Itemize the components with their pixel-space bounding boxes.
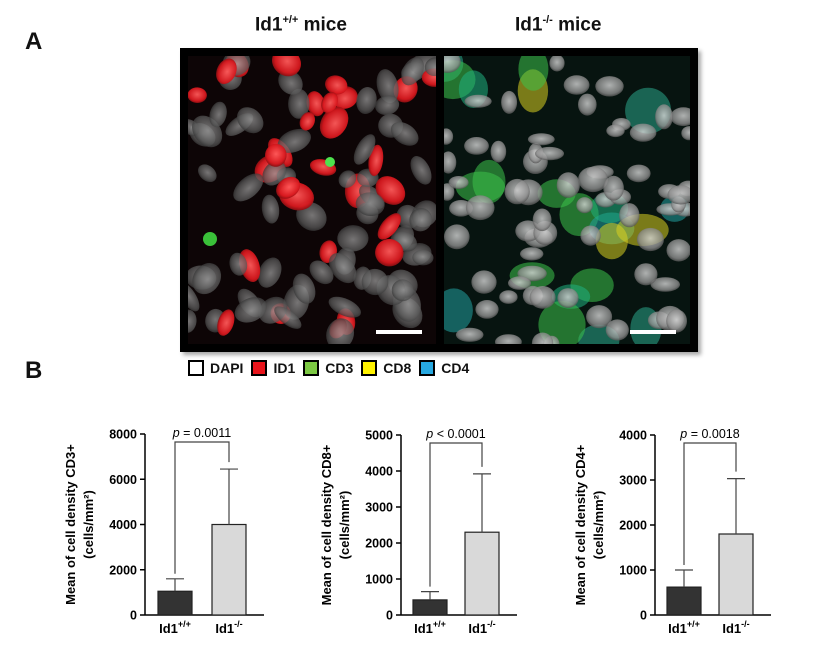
p-value-annotation: p = 0.0018 — [679, 427, 739, 441]
y-tick-label: 2000 — [365, 537, 393, 551]
scale-bar — [376, 330, 422, 334]
legend-item-cd4: CD4 — [419, 360, 469, 376]
channel-legend: DAPI ID1 CD3 CD8 CD4 — [188, 357, 477, 379]
y-tick-label: 6000 — [109, 473, 137, 487]
y-tick-label: 8000 — [109, 428, 137, 442]
x-category-label: Id1+/+ — [414, 619, 446, 636]
legend-item-id1: ID1 — [251, 360, 295, 376]
y-tick-label: 4000 — [365, 465, 393, 479]
significance-bracket — [174, 441, 230, 574]
bar-charts: 0 2000 4000 6000 8000 Id1+/+ Id1-/- p = 0.0011 M… — [63, 426, 771, 636]
y-tick-label: 1000 — [619, 564, 647, 578]
y-tick-label: 3000 — [365, 501, 393, 515]
y-axis-unit-label: (cells/mm²) — [591, 491, 606, 560]
y-tick-label: 2000 — [619, 519, 647, 533]
bar-knockout — [211, 523, 247, 616]
legend-label: DAPI — [210, 360, 244, 376]
y-axis-unit-label: (cells/mm²) — [81, 490, 96, 559]
knockout-micrograph — [444, 56, 690, 344]
panel-a-label: A — [25, 28, 43, 55]
significance-bracket — [429, 442, 483, 587]
bar-knockout — [718, 533, 754, 616]
p-value-annotation: p = 0.0011 — [172, 426, 232, 440]
y-tick-label: 1000 — [365, 573, 393, 587]
x-category-label: Id1+/+ — [668, 619, 700, 636]
legend-item-cd8: CD8 — [361, 360, 411, 376]
legend-swatch — [361, 360, 378, 376]
panel-b-label: B — [25, 357, 43, 384]
y-tick-label: 4000 — [109, 518, 137, 532]
y-tick-label: 0 — [640, 609, 647, 623]
legend-swatch — [251, 360, 268, 376]
y-axis-unit-label: (cells/mm²) — [337, 491, 352, 560]
wildtype-micrograph — [188, 56, 436, 344]
bar-wildtype — [666, 586, 702, 616]
y-axis-label: Mean of cell density CD8+ — [319, 444, 334, 605]
legend-swatch — [188, 360, 204, 376]
legend-item-cd3: CD3 — [303, 360, 353, 376]
legend-label: CD4 — [441, 360, 470, 376]
y-tick-label: 0 — [130, 609, 137, 623]
significance-bracket — [683, 442, 737, 565]
bar-wildtype — [157, 590, 193, 616]
wildtype-column-title: Id1+/+ mice — [255, 14, 347, 36]
y-tick-label: 2000 — [109, 563, 137, 577]
legend-swatch — [419, 360, 436, 376]
p-value-annotation: p < 0.0001 — [425, 427, 485, 441]
y-axis-label: Mean of cell density CD4+ — [573, 444, 588, 605]
scale-bar — [630, 330, 676, 334]
x-category-label: Id1-/- — [215, 619, 242, 636]
legend-label: CD3 — [325, 360, 354, 376]
chart-3: 0 1000 2000 3000 4000 Id1+/+ Id1-/- p = 0.0018 M… — [573, 427, 771, 636]
knockout-column-title: Id1-/- mice — [515, 14, 602, 36]
legend-label: ID1 — [273, 360, 296, 376]
y-tick-label: 4000 — [619, 429, 647, 443]
bar-knockout — [464, 531, 500, 616]
y-axis-label: Mean of cell density CD3+ — [63, 444, 78, 605]
legend-label: CD8 — [383, 360, 412, 376]
microscopy-figure — [180, 48, 698, 352]
legend-swatch — [303, 360, 320, 376]
x-category-label: Id1+/+ — [159, 619, 191, 636]
y-tick-label: 0 — [386, 609, 393, 623]
bar-wildtype — [412, 599, 448, 616]
y-tick-label: 5000 — [365, 429, 393, 443]
chart-1: 0 2000 4000 6000 8000 Id1+/+ Id1-/- p = 0.0011 M… — [63, 426, 264, 636]
x-category-label: Id1-/- — [468, 619, 495, 636]
y-tick-label: 3000 — [619, 474, 647, 488]
x-category-label: Id1-/- — [722, 619, 749, 636]
chart-2: 0 1000 2000 3000 4000 5000 Id1+/+ Id1-/- p < 0.0… — [319, 427, 517, 636]
legend-item-dapi: DAPI — [188, 360, 243, 376]
